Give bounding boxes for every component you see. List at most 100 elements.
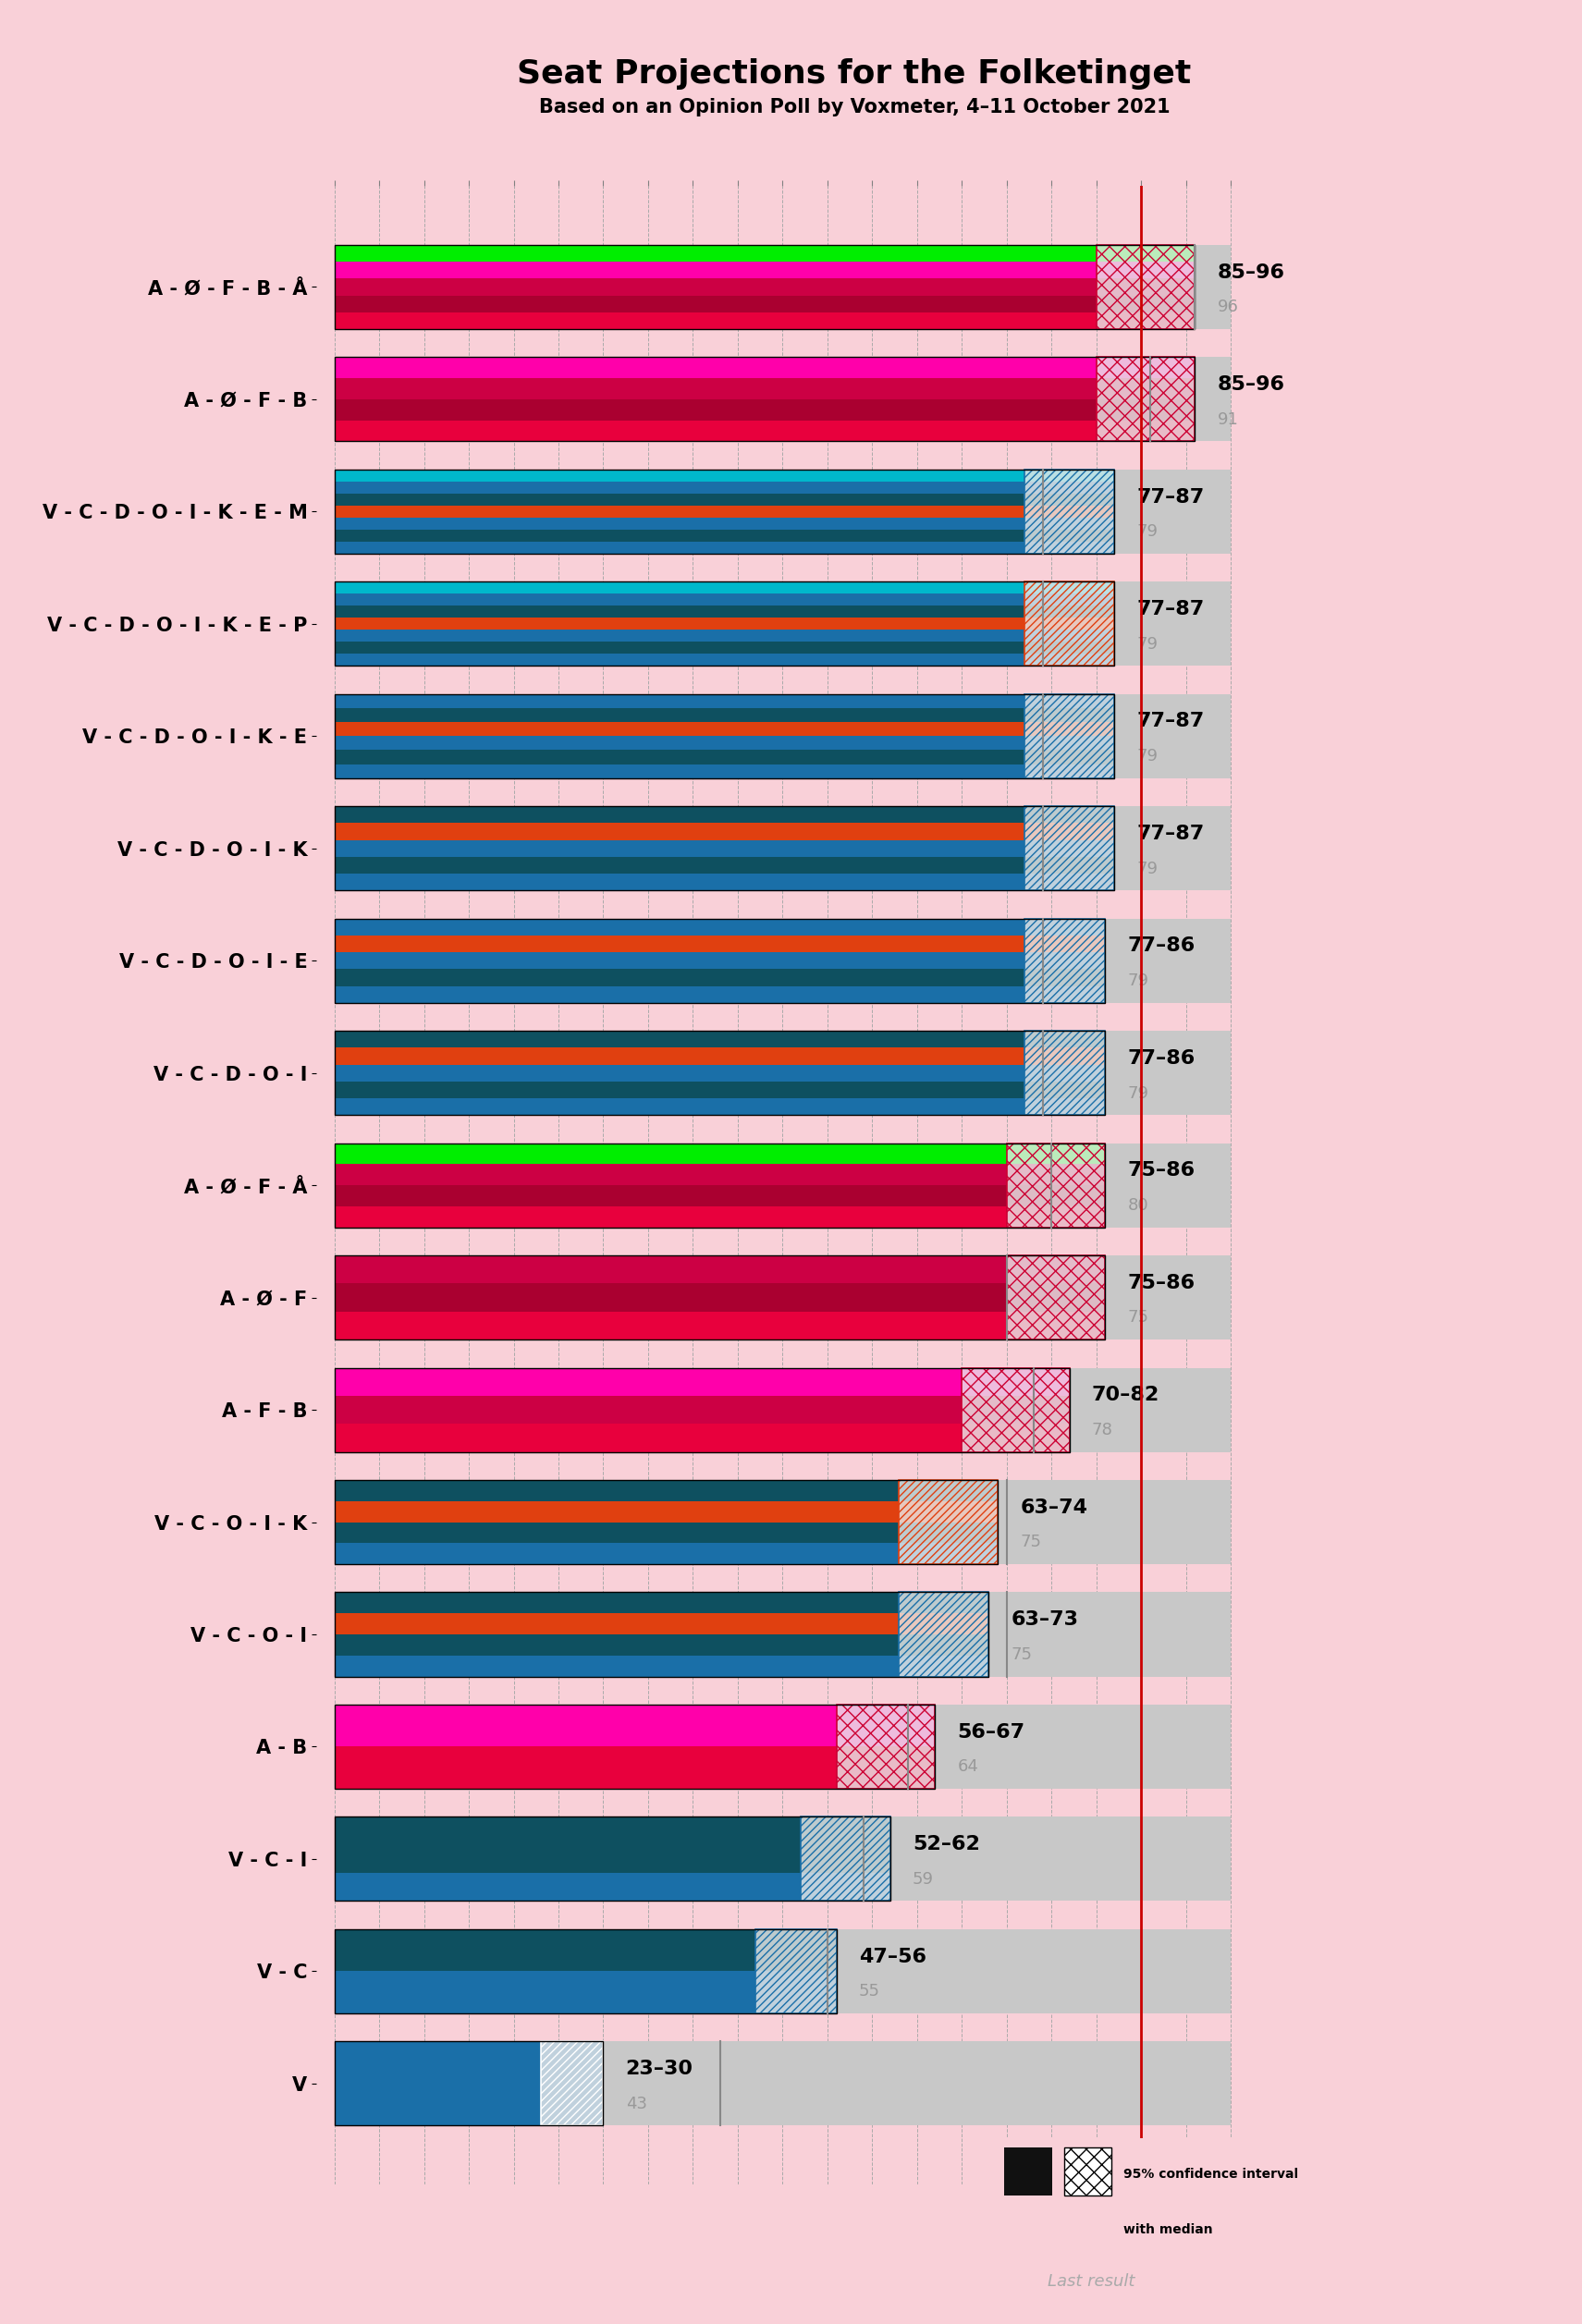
Bar — [1025, 874, 1114, 890]
Bar — [1025, 593, 1114, 607]
Bar — [1025, 1081, 1106, 1099]
Bar — [1025, 1048, 1106, 1064]
Bar — [1006, 1255, 1106, 1339]
Bar — [1025, 765, 1114, 779]
Bar — [1006, 1255, 1106, 1283]
Bar — [334, 723, 1025, 737]
Bar — [1096, 244, 1194, 330]
Bar — [1025, 695, 1114, 779]
Text: Seat Projections for the Folketinget: Seat Projections for the Folketinget — [517, 58, 1191, 91]
Bar — [334, 581, 1231, 667]
Bar — [1025, 823, 1114, 839]
Bar — [334, 1592, 899, 1613]
Bar — [334, 1185, 1006, 1206]
Bar — [1025, 653, 1114, 667]
Text: 85–96: 85–96 — [1217, 263, 1285, 281]
Bar — [800, 1817, 891, 1845]
Bar — [334, 311, 1096, 330]
Bar — [334, 1501, 899, 1522]
Bar — [1025, 518, 1114, 530]
Bar — [1096, 421, 1194, 442]
Bar — [1096, 400, 1194, 421]
Bar — [1006, 1143, 1106, 1227]
Text: 75: 75 — [1128, 1308, 1149, 1327]
Bar — [334, 695, 1025, 709]
Bar — [334, 709, 1025, 723]
Bar — [1096, 358, 1194, 442]
Bar — [1025, 723, 1114, 737]
Bar — [1096, 311, 1194, 330]
Bar — [334, 858, 1025, 874]
Bar — [334, 593, 1025, 607]
Bar — [334, 1255, 1231, 1339]
Text: with median: with median — [1123, 2224, 1212, 2236]
Bar — [837, 1703, 935, 1748]
Bar — [334, 1522, 899, 1543]
Bar — [334, 581, 1025, 593]
Text: 79: 79 — [1136, 748, 1158, 765]
Bar — [334, 1929, 837, 2013]
Bar — [1025, 737, 1114, 751]
Bar — [334, 1143, 1231, 1227]
Bar — [1025, 969, 1106, 985]
Bar — [334, 1369, 1231, 1452]
Text: 80: 80 — [1128, 1197, 1149, 1213]
Bar — [334, 1817, 1231, 1901]
Bar — [334, 295, 1096, 311]
Bar — [1025, 918, 1106, 1002]
Bar — [334, 379, 1096, 400]
Bar — [334, 2040, 603, 2126]
Bar — [1025, 934, 1106, 953]
Bar — [334, 1048, 1025, 1064]
Bar — [899, 1480, 998, 1564]
Bar — [1025, 618, 1114, 630]
Bar — [1006, 1283, 1106, 1311]
Bar — [1025, 1032, 1106, 1116]
Text: 75: 75 — [1011, 1645, 1033, 1664]
Bar — [334, 737, 1025, 751]
Bar — [1096, 358, 1194, 379]
Text: 75–86: 75–86 — [1128, 1274, 1196, 1292]
Bar — [899, 1501, 998, 1522]
Bar — [1025, 581, 1114, 593]
Bar — [1025, 806, 1114, 890]
Text: 23–30: 23–30 — [625, 2059, 693, 2078]
Text: 79: 79 — [1128, 971, 1149, 990]
Bar — [1063, 2147, 1111, 2196]
Bar — [334, 874, 1025, 890]
Bar — [334, 1845, 800, 1873]
Bar — [334, 1480, 998, 1564]
Bar — [1025, 469, 1114, 553]
Bar — [1025, 469, 1114, 481]
Bar — [1025, 607, 1114, 618]
Bar — [1025, 493, 1114, 507]
Bar — [334, 1592, 989, 1676]
Bar — [334, 1369, 962, 1397]
Bar — [1006, 1311, 1106, 1339]
Bar — [334, 806, 1114, 890]
Bar — [1025, 918, 1106, 934]
Bar — [334, 493, 1025, 507]
Text: 91: 91 — [1217, 411, 1239, 428]
Bar — [962, 1425, 1069, 1452]
Bar — [962, 1397, 1069, 1425]
Bar — [334, 1143, 1006, 1164]
Bar — [334, 1655, 899, 1676]
Bar — [334, 806, 1025, 823]
Bar — [899, 1592, 989, 1676]
Bar — [1025, 858, 1114, 874]
Bar — [334, 1634, 899, 1655]
Bar — [1025, 806, 1114, 890]
Bar — [1006, 1143, 1106, 1227]
Bar — [334, 934, 1025, 953]
Bar — [1025, 1032, 1106, 1048]
Text: Based on an Opinion Poll by Voxmeter, 4–11 October 2021: Based on an Opinion Poll by Voxmeter, 4–… — [539, 98, 1169, 116]
Bar — [334, 1369, 1069, 1452]
Bar — [1025, 839, 1114, 858]
Bar — [334, 1971, 756, 2013]
Bar — [334, 1164, 1006, 1185]
Bar — [837, 1748, 935, 1789]
Bar — [1025, 530, 1114, 541]
Bar — [1025, 469, 1114, 553]
Bar — [1096, 279, 1194, 295]
